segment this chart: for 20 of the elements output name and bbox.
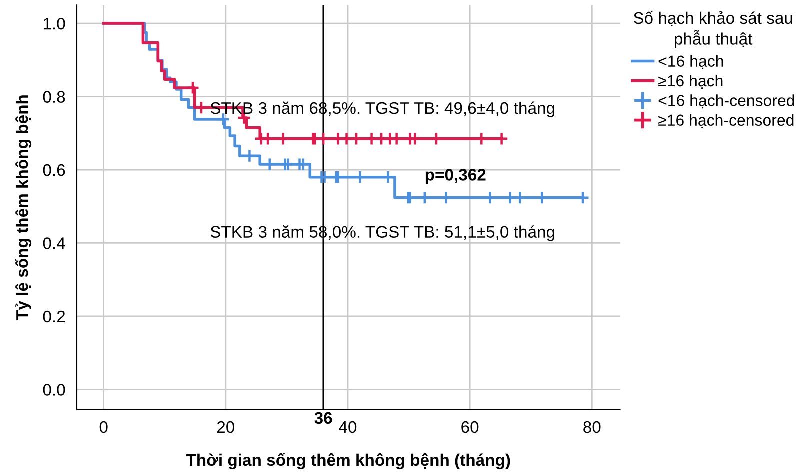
legend-title: Số hạch khảo sát sau phẫu thuật [634,11,792,48]
legend-label: ≥16 hạch-censored [658,114,794,128]
ref-line-label: 36 [314,412,332,424]
legend-label: <16 hạch-censored [658,94,794,109]
x-tick-label: 40 [339,421,357,434]
legend-label: <16 hạch [658,55,724,70]
annotation: p=0,362 [426,169,486,184]
y-tick-label: 0.4 [43,238,66,250]
x-tick-label: 20 [217,421,235,434]
x-axis-title: Thời gian sống thêm không bệnh (tháng) [186,453,510,470]
y-tick-label: 0.6 [43,164,66,176]
y-tick-label: 0.8 [43,91,66,103]
y-tick-label: 0.2 [43,310,66,323]
x-tick-label: 0 [100,421,108,434]
y-axis-title: Tỷ lệ sống thêm không bệnh [15,96,32,320]
x-tick-label: 80 [584,421,601,434]
y-tick-label: 1.0 [44,18,66,30]
legend-label: ≥16 hạch [658,74,723,89]
y-tick-label: 0.0 [43,384,66,396]
x-tick-label: 60 [462,421,479,434]
